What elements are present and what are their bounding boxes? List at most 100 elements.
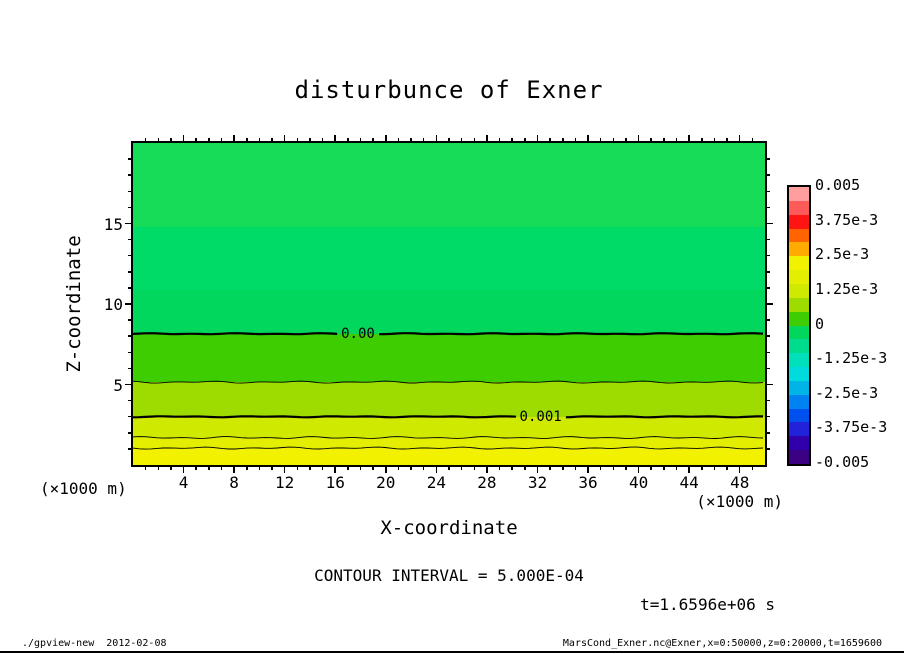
x-tick-minor: [650, 467, 652, 470]
x-tick-major: [486, 467, 488, 473]
colorbar-bands: [789, 187, 809, 465]
x-tick-minor: [473, 138, 476, 141]
x-tick-minor: [397, 138, 400, 141]
x-tick-minor: [271, 138, 273, 141]
y-tick-minor: [128, 399, 131, 402]
y-tick-minor: [767, 319, 770, 321]
x-tick-minor: [574, 467, 577, 470]
y-tick-major: [125, 383, 131, 386]
x-tick-minor: [701, 467, 703, 470]
y-tick-label: 15: [103, 214, 123, 234]
x-tick-minor: [473, 467, 476, 470]
x-tick-minor: [258, 467, 261, 470]
x-tick-minor: [246, 467, 248, 470]
x-tick-minor: [625, 138, 627, 141]
contour-label: 0.001: [515, 408, 566, 425]
y-tick-minor: [128, 271, 131, 273]
x-tick-label: 20: [376, 473, 396, 492]
y-tick-minor: [128, 190, 131, 193]
colorbar-band: [789, 353, 809, 368]
x-tick-minor: [726, 138, 728, 141]
colorbar-band: [789, 436, 809, 451]
x-tick-minor: [144, 138, 147, 141]
x-tick-major: [182, 467, 185, 473]
x-tick-minor: [220, 138, 223, 141]
x-tick-minor: [448, 138, 450, 141]
colorbar-band: [789, 200, 809, 216]
y-tick-minor: [128, 367, 131, 370]
y-tick-minor: [767, 351, 770, 354]
x-tick-minor: [524, 467, 526, 470]
contour-fill-band: [133, 448, 765, 465]
contour-line-thin: [133, 446, 764, 450]
y-tick-major: [125, 303, 131, 305]
x-tick-major: [182, 135, 185, 141]
x-tick-minor: [460, 138, 463, 141]
x-tick-major: [385, 467, 387, 473]
colorbar-tick-label: -1.25e-3: [815, 349, 888, 368]
colorbar-band: [789, 408, 809, 423]
x-tick-minor: [208, 138, 210, 141]
x-tick-major: [688, 467, 690, 473]
x-tick-minor: [612, 138, 615, 141]
contour-fill-band: [133, 226, 765, 290]
x-tick-minor: [359, 467, 362, 470]
x-tick-minor: [448, 467, 450, 470]
contour-interval-note: CONTOUR INTERVAL = 5.000E-04: [314, 566, 584, 585]
x-tick-minor: [258, 138, 261, 141]
y-tick-minor: [767, 254, 770, 257]
colorbar-band: [789, 450, 809, 465]
x-tick-minor: [309, 467, 311, 470]
contour-fill-band: [133, 333, 765, 383]
x-tick-minor: [751, 467, 754, 470]
x-tick-minor: [309, 138, 311, 141]
y-tick-major: [125, 222, 131, 225]
x-axis-title: X-coordinate: [380, 517, 518, 539]
x-tick-major: [637, 467, 640, 473]
x-tick-label: 28: [477, 473, 497, 492]
x-tick-major: [334, 467, 336, 473]
contour-line-thin: [133, 436, 764, 439]
y-tick-minor: [767, 432, 770, 434]
colorbar-band: [789, 422, 809, 437]
contour-line-thick: [133, 332, 764, 336]
x-tick-minor: [498, 138, 501, 141]
x-tick-minor: [675, 467, 678, 470]
y-tick-minor: [128, 174, 131, 176]
y-tick-minor: [767, 335, 770, 337]
x-tick-minor: [625, 467, 627, 470]
y-tick-minor: [767, 415, 770, 418]
colorbar-band: [789, 380, 809, 396]
colorbar-labels: 0.005 3.75e-3 2.5e-3 1.25e-3 0 -1.25e-3 -2.5e-…: [815, 176, 895, 471]
time-annotation: t=1.6596e+06 s: [640, 595, 775, 614]
y-tick-minor: [128, 335, 131, 337]
x-tick-minor: [422, 467, 425, 470]
x-tick-label: 16: [325, 473, 345, 492]
colorbar-band: [789, 297, 809, 313]
contour-lines: [133, 332, 764, 450]
x-tick-minor: [246, 138, 248, 141]
x-tick-minor: [195, 467, 197, 470]
x-tick-minor: [650, 138, 652, 141]
y-tick-label: 5: [113, 375, 123, 395]
filled-contour-plot: 0.001 0.00: [133, 143, 765, 465]
colorbar-band: [789, 214, 809, 230]
x-tick-minor: [599, 138, 602, 141]
x-tick-minor: [713, 138, 716, 141]
x-tick-minor: [347, 467, 349, 470]
y-tick-minor: [128, 287, 131, 289]
y-tick-minor: [767, 190, 770, 193]
x-tick-minor: [511, 138, 513, 141]
y-tick-minor: [128, 351, 131, 354]
colorbar-band: [789, 228, 809, 243]
x-tick-major: [435, 135, 438, 141]
y-tick-minor: [767, 238, 770, 241]
y-tick-label: 10: [103, 295, 123, 314]
y-tick-minor: [128, 448, 131, 450]
x-tick-minor: [562, 467, 564, 470]
colorbar-band: [789, 325, 809, 340]
y-tick-major: [767, 383, 773, 386]
x-tick-minor: [195, 138, 197, 141]
x-tick-minor: [397, 467, 400, 470]
x-tick-major: [536, 135, 539, 141]
